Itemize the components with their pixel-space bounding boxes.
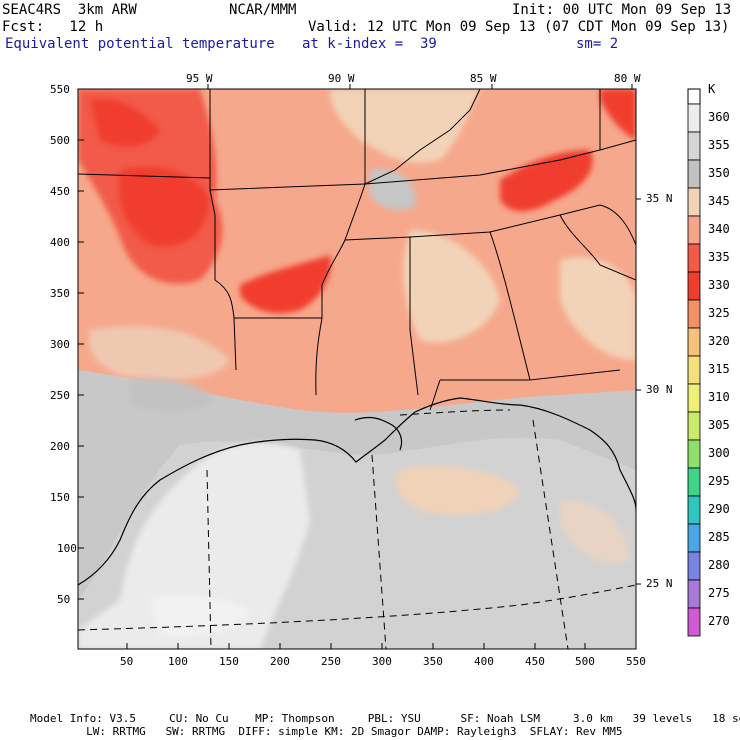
y-tick-label: 550 (50, 83, 70, 96)
lon-label: 90 W (328, 72, 355, 85)
colorbar-level-label: 305 (708, 418, 730, 432)
colorbar-level-label: 340 (708, 222, 730, 236)
valid-time: Valid: 12 UTC Mon 09 Sep 13 (07 CDT Mon … (308, 19, 730, 35)
colorbar-swatch (687, 467, 701, 497)
colorbar-level-label: 345 (708, 194, 730, 208)
x-tick-label: 50 (120, 655, 134, 668)
x-tick-label: 400 (474, 655, 494, 668)
x-tick-label: 250 (321, 655, 341, 668)
x-tick-label: 500 (575, 655, 595, 668)
colorbar-swatch (687, 299, 701, 329)
y-tick-label: 500 (50, 134, 70, 147)
colorbar-swatch (687, 551, 701, 581)
graticule (78, 409, 636, 649)
lat-label: 30 N (646, 383, 673, 396)
colorbar-level-label: 300 (708, 446, 730, 460)
colorbar-swatch (687, 159, 701, 189)
colorbar-swatch (687, 243, 701, 273)
y-tick-label: 450 (50, 185, 70, 198)
field-name: Equivalent potential temperature (5, 36, 275, 52)
plot-frame (77, 88, 637, 650)
lat-label: 25 N (646, 577, 673, 590)
x-tick-label: 100 (168, 655, 188, 668)
colorbar-swatch (687, 327, 701, 357)
colorbar-swatch (687, 383, 701, 413)
x-tick-label: 150 (219, 655, 239, 668)
colorbar-level-label: 295 (708, 474, 730, 488)
y-tick-label: 300 (50, 338, 70, 351)
colorbar-level-label: 310 (708, 390, 730, 404)
y-tick-label: 250 (50, 389, 70, 402)
colorbar-swatch (687, 131, 701, 161)
theta-e-field (78, 89, 636, 649)
y-tick-label: 150 (50, 491, 70, 504)
lat-label: 35 N (646, 192, 673, 205)
lon-label: 95 W (186, 72, 213, 85)
colorbar-level-label: 315 (708, 362, 730, 376)
colorbar-level-label: 320 (708, 334, 730, 348)
institution: NCAR/MMM (229, 2, 297, 18)
y-tick-label: 350 (50, 287, 70, 300)
colorbar-level-label: 335 (708, 250, 730, 264)
y-tick-label: 200 (50, 440, 70, 453)
model-info-line1: Model Info: V3.5 CU: No Cu MP: Thompson … (30, 712, 740, 725)
political-boundaries (78, 89, 636, 411)
forecast-hour: Fcst: 12 h (2, 19, 104, 35)
colorbar-swatch (687, 215, 701, 245)
lon-label: 85 W (470, 72, 497, 85)
colorbar-unit: K (708, 82, 716, 96)
colorbar-level-label: 270 (708, 614, 730, 628)
colorbar-level-label: 275 (708, 586, 730, 600)
colorbar-level-label: 325 (708, 306, 730, 320)
run-title: SEAC4RS 3km ARW (2, 2, 137, 18)
smoothing-info: sm= 2 (576, 36, 619, 52)
colorbar-swatch (687, 439, 701, 469)
colorbar-level-label: 280 (708, 558, 730, 572)
colorbar-swatch (687, 103, 701, 133)
x-tick-label: 200 (270, 655, 290, 668)
colorbar-swatch (687, 523, 701, 553)
init-time: Init: 00 UTC Mon 09 Sep 13 (512, 2, 732, 18)
colorbar-level-label: 355 (708, 138, 730, 152)
colorbar-swatch (687, 495, 701, 525)
axis-ticks (78, 84, 641, 649)
colorbar-level-label: 350 (708, 166, 730, 180)
colorbar-level-label: 285 (708, 530, 730, 544)
y-tick-label: 50 (57, 593, 71, 606)
colorbar (687, 88, 701, 637)
colorbar-level-label: 290 (708, 502, 730, 516)
model-info-line2: LW: RRTMG SW: RRTMG DIFF: simple KM: 2D … (0, 725, 623, 738)
x-tick-label: 550 (626, 655, 646, 668)
colorbar-level-label: 360 (708, 110, 730, 124)
x-tick-label: 450 (525, 655, 545, 668)
level-info: at k-index = 39 (302, 36, 437, 52)
lon-label: 80 W (614, 72, 641, 85)
y-tick-label: 400 (50, 236, 70, 249)
coastline (78, 397, 636, 586)
colorbar-swatch (687, 187, 701, 217)
colorbar-swatch (687, 607, 701, 637)
colorbar-swatch (687, 355, 701, 385)
x-tick-label: 350 (423, 655, 443, 668)
colorbar-swatch (687, 88, 701, 105)
colorbar-swatch (687, 579, 701, 609)
colorbar-level-label: 330 (708, 278, 730, 292)
x-tick-label: 300 (372, 655, 392, 668)
colorbar-swatch (687, 271, 701, 301)
colorbar-swatch (687, 411, 701, 441)
y-tick-label: 100 (57, 542, 77, 555)
